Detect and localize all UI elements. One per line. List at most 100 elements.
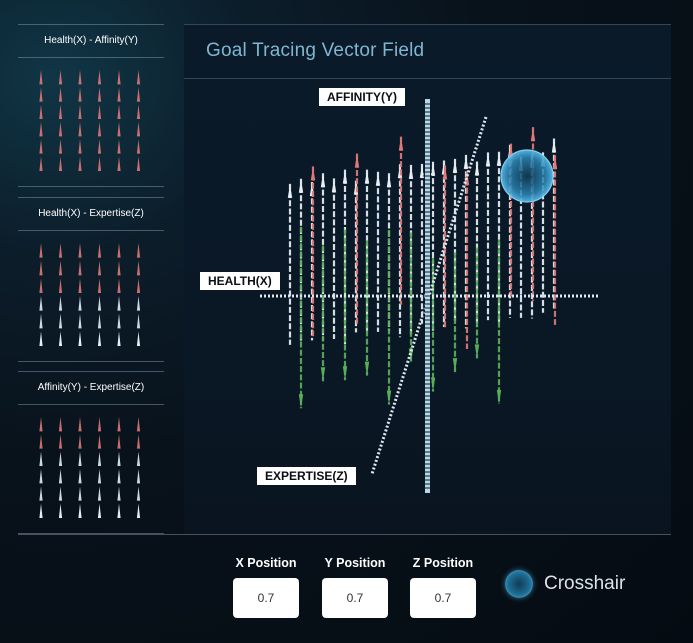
- vector-field-canvas[interactable]: [184, 24, 671, 534]
- mini-arrow: [78, 156, 82, 171]
- x-position-input[interactable]: [233, 578, 299, 618]
- mini-plot-title-xz: Health(X) - Expertise(Z): [38, 208, 144, 219]
- z-position-label: Z Position: [412, 556, 474, 570]
- mini-arrow: [58, 260, 63, 276]
- mini-arrow: [78, 70, 82, 85]
- mini-arrow: [78, 313, 82, 329]
- mini-arrow: [78, 469, 82, 484]
- field-arrow: [342, 229, 348, 381]
- field-arrow: [485, 152, 491, 321]
- field-arrow: [331, 178, 337, 339]
- mini-arrow: [39, 70, 43, 85]
- mini-arrow: [136, 260, 141, 276]
- mini-arrow: [78, 87, 82, 102]
- mini-arrow: [117, 313, 121, 329]
- mini-arrow: [78, 260, 82, 276]
- crosshair-toggle[interactable]: Crosshair: [505, 570, 625, 598]
- z-axis-line: [370, 116, 488, 475]
- mini-arrow: [58, 486, 63, 501]
- field-arrow: [386, 230, 392, 405]
- mini-arrow: [97, 434, 102, 449]
- arrow-head: [331, 178, 337, 193]
- divider: [18, 57, 164, 58]
- mini-arrow: [97, 296, 102, 311]
- divider: [18, 24, 164, 25]
- mini-arrow: [39, 486, 43, 501]
- arrow-head: [452, 158, 458, 173]
- z-position-input[interactable]: [410, 578, 476, 618]
- mini-arrow: [58, 469, 63, 484]
- mini-arrow: [58, 296, 63, 311]
- divider: [18, 197, 164, 198]
- mini-arrow: [117, 486, 121, 501]
- x-position-control: X Position: [233, 556, 299, 618]
- arrow-head: [496, 390, 502, 405]
- mini-arrow: [97, 70, 102, 85]
- arrow-head: [496, 151, 502, 166]
- arrow-head: [408, 348, 414, 363]
- mini-arrow: [136, 122, 141, 137]
- arrow-head: [364, 169, 370, 184]
- mini-arrow: [78, 296, 82, 311]
- arrow-head: [430, 377, 436, 392]
- arrow-head: [463, 154, 469, 169]
- mini-arrow: [78, 417, 82, 432]
- field-arrow: [496, 151, 502, 324]
- mini-arrow: [58, 278, 63, 293]
- divider: [18, 534, 671, 535]
- mini-arrow: [39, 87, 43, 102]
- mini-arrow: [58, 331, 63, 346]
- mini-arrow: [136, 296, 141, 311]
- mini-arrow: [58, 139, 63, 154]
- field-arrow: [496, 239, 502, 405]
- mini-arrow: [136, 139, 141, 154]
- mini-arrow: [97, 156, 102, 171]
- mini-arrow: [39, 139, 43, 154]
- arrow-head: [485, 152, 491, 167]
- field-arrow: [364, 169, 370, 331]
- mini-arrow: [136, 469, 141, 484]
- mini-arrow: [97, 503, 102, 518]
- mini-arrow: [58, 313, 63, 329]
- mini-arrow: [58, 243, 63, 258]
- crosshair-label: Crosshair: [544, 573, 626, 594]
- mini-arrow: [39, 260, 43, 276]
- field-arrow: [310, 166, 316, 337]
- mini-arrow: [97, 331, 102, 346]
- divider: [184, 78, 671, 79]
- mini-arrow: [136, 278, 141, 293]
- mini-arrow: [97, 87, 102, 102]
- mini-arrow: [97, 104, 102, 119]
- field-arrow: [298, 178, 304, 342]
- mini-arrow: [78, 486, 82, 501]
- mini-arrow: [117, 296, 121, 311]
- divider: [18, 404, 164, 405]
- arrow-head: [442, 165, 448, 180]
- mini-arrow: [78, 451, 82, 466]
- mini-arrow: [39, 503, 43, 518]
- y-position-input[interactable]: [322, 578, 388, 618]
- mini-arrow: [78, 434, 82, 449]
- mini-arrow: [117, 70, 121, 85]
- mini-arrow: [117, 331, 121, 346]
- mini-arrow: [39, 417, 43, 432]
- mini-arrow: [97, 486, 102, 501]
- arrow-head: [419, 163, 425, 178]
- mini-arrow: [117, 434, 121, 449]
- mini-arrow: [97, 260, 102, 276]
- arrow-head: [398, 136, 404, 151]
- mini-arrow: [58, 122, 63, 137]
- field-arrow: [398, 136, 404, 305]
- mini-arrow: [117, 104, 121, 119]
- mini-arrow: [58, 70, 63, 85]
- field-arrow: [408, 232, 414, 363]
- mini-arrow: [78, 243, 82, 258]
- arrow-head: [287, 183, 293, 198]
- y-position-control: Y Position: [322, 556, 388, 618]
- y-position-label: Y Position: [324, 556, 386, 570]
- mini-arrow: [136, 243, 141, 258]
- field-arrow: [287, 183, 293, 345]
- mini-arrow: [136, 70, 141, 85]
- y-axis-label: AFFINITY(Y): [319, 88, 405, 106]
- field-arrow: [452, 252, 458, 373]
